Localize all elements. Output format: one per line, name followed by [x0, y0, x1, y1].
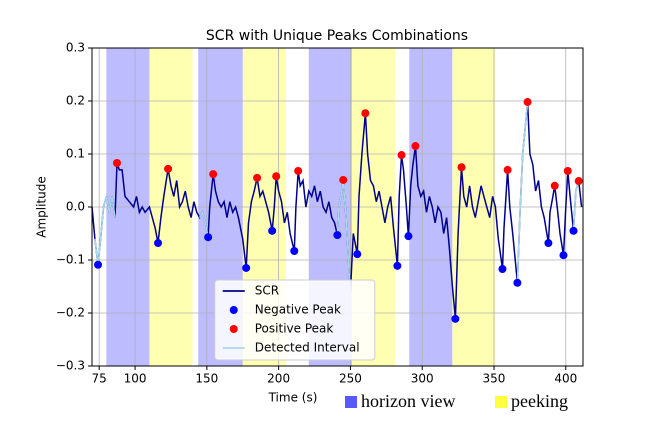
peak-point — [294, 166, 303, 175]
peak-point — [498, 265, 507, 274]
peak-point — [397, 151, 406, 160]
legend-label: SCR — [255, 284, 279, 298]
peak-point — [457, 163, 466, 172]
peak-point — [112, 159, 121, 168]
legend-swatch — [229, 306, 238, 314]
peak-point — [393, 261, 402, 270]
x-axis-label: Time (s) — [268, 391, 318, 405]
band-legend-swatch — [495, 396, 507, 408]
x-tick-label: 350 — [483, 372, 506, 386]
x-tick-label: 100 — [124, 372, 147, 386]
peak-point — [353, 250, 362, 259]
legend-label: Negative Peak — [255, 303, 341, 317]
legend-label: Positive Peak — [255, 322, 334, 336]
peak-point — [574, 177, 583, 186]
legend-label: Detected Interval — [255, 341, 360, 355]
y-tick-label: 0.1 — [66, 147, 85, 161]
band-legend-swatch — [345, 396, 357, 408]
peak-point — [523, 98, 532, 107]
x-tick-label: 250 — [339, 372, 362, 386]
peak-point — [272, 172, 281, 181]
peak-point — [242, 263, 251, 272]
peak-point — [290, 246, 299, 255]
plot-frame — [91, 47, 584, 367]
peak-point — [339, 175, 348, 184]
peak-point — [563, 166, 572, 175]
y-tick-label: −0.1 — [56, 253, 85, 267]
peak-point — [569, 226, 578, 235]
peak-point — [333, 231, 342, 240]
x-tick-label: 150 — [195, 372, 218, 386]
x-tick-label: 400 — [554, 372, 577, 386]
band-legend-label: horizon view — [361, 391, 455, 411]
y-tick-label: −0.3 — [56, 359, 85, 373]
peak-point — [451, 314, 460, 323]
legend-box — [214, 279, 376, 361]
chart-title: SCR with Unique Peaks Combinations — [206, 28, 468, 44]
x-tick-label: 200 — [267, 372, 290, 386]
y-tick-label: −0.2 — [56, 306, 85, 320]
band-legend-label: peeking — [511, 391, 568, 411]
peak-point — [94, 260, 103, 269]
legend-swatch — [229, 325, 238, 333]
peak-point — [550, 181, 559, 190]
y-tick-label: 0.2 — [66, 94, 85, 108]
y-tick-label: 0.3 — [66, 41, 85, 55]
peak-point — [164, 164, 173, 173]
peak-point — [253, 173, 262, 182]
peak-point — [559, 251, 568, 260]
peak-point — [268, 226, 277, 235]
y-tick-label: 0.0 — [66, 200, 85, 214]
peak-point — [513, 278, 522, 287]
x-tick-label: 300 — [411, 372, 434, 386]
peak-point — [204, 233, 213, 242]
peak-point — [361, 109, 370, 118]
x-tick-label: 75 — [92, 372, 107, 386]
peak-point — [154, 239, 163, 248]
y-axis-label: Amplitude — [35, 176, 49, 238]
peak-point — [411, 142, 420, 151]
peak-point — [503, 165, 512, 174]
peak-point — [544, 239, 553, 248]
peak-point — [404, 232, 413, 241]
peak-point — [209, 170, 218, 179]
